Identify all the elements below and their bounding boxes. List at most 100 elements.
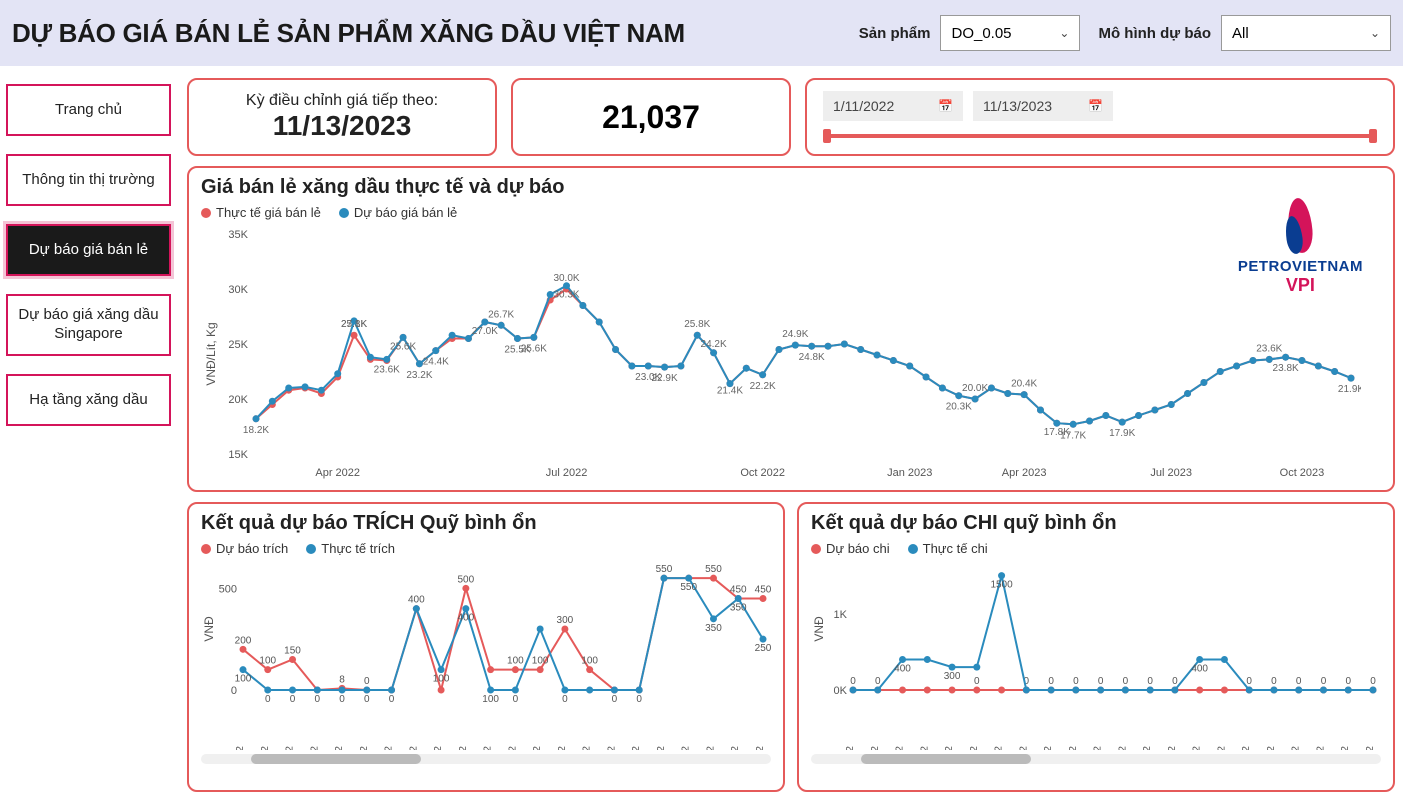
svg-text:0: 0 xyxy=(1321,676,1327,687)
svg-text:0: 0 xyxy=(1123,676,1129,687)
trich-scrollbar[interactable] xyxy=(201,754,771,764)
svg-text:500: 500 xyxy=(219,583,237,595)
svg-text:4/21/2022: 4/21/2022 xyxy=(1068,746,1079,750)
svg-text:24.8K: 24.8K xyxy=(799,352,825,363)
svg-text:1/21/2022: 1/21/2022 xyxy=(260,746,271,750)
svg-text:20.3K: 20.3K xyxy=(946,402,972,413)
svg-text:7/21/2022: 7/21/2022 xyxy=(1291,746,1302,750)
sidebar-item-2[interactable]: Dự báo giá bán lẻ xyxy=(6,224,171,276)
svg-text:8/1/2022: 8/1/2022 xyxy=(1315,746,1326,750)
chi-scrollbar[interactable] xyxy=(811,754,1381,764)
svg-text:23.6K: 23.6K xyxy=(374,365,400,376)
chevron-down-icon: ⌄ xyxy=(1370,26,1380,40)
svg-text:100: 100 xyxy=(433,674,450,685)
svg-text:25.8K: 25.8K xyxy=(684,319,710,330)
svg-text:200: 200 xyxy=(235,635,252,646)
svg-text:Oct 2023: Oct 2023 xyxy=(1280,467,1325,479)
svg-text:4/1/2022: 4/1/2022 xyxy=(1018,746,1029,750)
svg-text:VNĐ/Lít, Kg: VNĐ/Lít, Kg xyxy=(204,322,218,385)
svg-text:6/21/2022: 6/21/2022 xyxy=(1216,746,1227,750)
svg-text:4/12/2022: 4/12/2022 xyxy=(433,746,444,750)
svg-text:100: 100 xyxy=(259,656,276,667)
svg-text:6/1/2022: 6/1/2022 xyxy=(1167,746,1178,750)
svg-text:300: 300 xyxy=(557,615,574,626)
svg-text:8: 8 xyxy=(339,674,345,685)
next-adjust-card: Kỳ điều chỉnh giá tiếp theo: 11/13/2023 xyxy=(187,78,497,156)
svg-text:250: 250 xyxy=(755,643,771,654)
sidebar-item-4[interactable]: Hạ tầng xăng dầu xyxy=(6,374,171,426)
chi-chart-card: Kết quả dự báo CHI quỹ bình ổn Dự báo ch… xyxy=(797,502,1395,792)
legend-trich-actual: Thực tế trích xyxy=(321,541,395,556)
svg-text:VNĐ: VNĐ xyxy=(812,616,826,642)
svg-text:0: 0 xyxy=(339,694,345,705)
date-from-value: 1/11/2022 xyxy=(833,98,894,114)
svg-text:0: 0 xyxy=(364,694,370,705)
svg-text:0: 0 xyxy=(513,694,519,705)
svg-text:35K: 35K xyxy=(228,229,248,241)
main-chart-card: Giá bán lẻ xăng dầu thực tế và dự báo Th… xyxy=(187,166,1395,492)
svg-text:0: 0 xyxy=(315,694,321,705)
svg-text:21.9K: 21.9K xyxy=(1338,384,1361,395)
svg-text:5/4/2022: 5/4/2022 xyxy=(483,746,494,750)
header-bar: DỰ BÁO GIÁ BÁN LẺ SẢN PHẨM XĂNG DẦU VIỆT… xyxy=(0,0,1403,66)
svg-text:30K: 30K xyxy=(228,284,248,296)
svg-text:30.3K: 30.3K xyxy=(553,290,579,301)
svg-text:Apr 2023: Apr 2023 xyxy=(1002,467,1047,479)
svg-text:2/11/2022: 2/11/2022 xyxy=(285,746,296,750)
svg-text:100: 100 xyxy=(532,656,549,667)
date-to-input[interactable]: 11/13/2023 📅 xyxy=(973,91,1113,121)
svg-text:2/11/2022: 2/11/2022 xyxy=(895,746,906,750)
svg-text:400: 400 xyxy=(458,613,475,624)
chevron-down-icon: ⌄ xyxy=(1059,26,1069,40)
svg-text:30.0K: 30.0K xyxy=(553,273,579,284)
sidebar-item-1[interactable]: Thông tin thị trường xyxy=(6,154,171,206)
svg-text:100: 100 xyxy=(482,694,499,705)
svg-text:300: 300 xyxy=(944,671,961,682)
svg-text:4/12/2022: 4/12/2022 xyxy=(1043,746,1054,750)
svg-text:550: 550 xyxy=(705,564,722,575)
date-range-slider[interactable] xyxy=(823,129,1377,143)
header-controls: Sản phẩm DO_0.05 ⌄ Mô hình dự báo All ⌄ xyxy=(859,15,1391,51)
svg-text:100: 100 xyxy=(235,674,252,685)
svg-text:1500: 1500 xyxy=(990,580,1013,591)
forecast-value-card: 21,037 xyxy=(511,78,791,156)
svg-text:25.6K: 25.6K xyxy=(521,343,547,354)
model-dropdown[interactable]: All ⌄ xyxy=(1221,15,1391,51)
svg-text:25K: 25K xyxy=(228,339,248,351)
sidebar-item-3[interactable]: Dự báo giá xăng dầu Singapore xyxy=(6,294,171,356)
date-from-input[interactable]: 1/11/2022 📅 xyxy=(823,91,963,121)
svg-text:5/11/2022: 5/11/2022 xyxy=(1117,746,1128,750)
sidebar-item-0[interactable]: Trang chủ xyxy=(6,84,171,136)
svg-text:15K: 15K xyxy=(228,449,248,461)
svg-text:550: 550 xyxy=(680,582,697,593)
svg-text:2/21/2022: 2/21/2022 xyxy=(309,746,320,750)
svg-text:7/11/2022: 7/11/2022 xyxy=(656,746,667,750)
svg-text:0: 0 xyxy=(612,694,618,705)
svg-text:5/4/2022: 5/4/2022 xyxy=(1093,746,1104,750)
svg-text:1K: 1K xyxy=(834,609,848,621)
date-to-value: 11/13/2023 xyxy=(983,98,1052,114)
forecast-value: 21,037 xyxy=(602,99,700,136)
svg-text:3/11/2022: 3/11/2022 xyxy=(359,746,370,750)
trich-chart-card: Kết quả dự báo TRÍCH Quỹ bình ổn Dự báo … xyxy=(187,502,785,792)
svg-text:3/1/2022: 3/1/2022 xyxy=(334,746,345,750)
svg-text:4/21/2022: 4/21/2022 xyxy=(458,746,469,750)
model-label: Mô hình dự báo xyxy=(1098,25,1211,42)
svg-text:400: 400 xyxy=(894,664,911,675)
svg-text:25.6K: 25.6K xyxy=(390,341,416,352)
svg-text:0: 0 xyxy=(1296,676,1302,687)
svg-text:0: 0 xyxy=(1271,676,1277,687)
svg-text:5/23/2022: 5/23/2022 xyxy=(1142,746,1153,750)
svg-text:Oct 2022: Oct 2022 xyxy=(740,467,785,479)
svg-text:8/22/2022: 8/22/2022 xyxy=(1365,746,1376,750)
product-label: Sản phẩm xyxy=(859,25,931,42)
svg-text:20.0K: 20.0K xyxy=(962,383,988,394)
svg-text:24.2K: 24.2K xyxy=(701,339,727,350)
svg-text:20K: 20K xyxy=(228,394,248,406)
svg-text:1/21/2022: 1/21/2022 xyxy=(870,746,881,750)
svg-text:5/11/2022: 5/11/2022 xyxy=(507,746,518,750)
main-chart-legend: Thực tế giá bán lẻ Dự báo giá bán lẻ xyxy=(201,205,1381,220)
svg-text:0: 0 xyxy=(1246,676,1252,687)
product-dropdown[interactable]: DO_0.05 ⌄ xyxy=(940,15,1080,51)
svg-text:Jul 2022: Jul 2022 xyxy=(546,467,588,479)
